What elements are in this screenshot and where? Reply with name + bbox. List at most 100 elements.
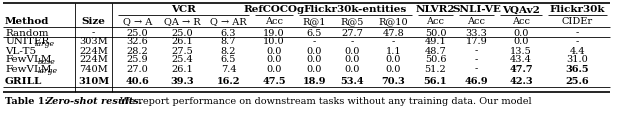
Text: 0.0: 0.0 — [513, 29, 529, 38]
Text: 26.1: 26.1 — [172, 38, 193, 46]
Text: 50.6: 50.6 — [425, 55, 446, 64]
Text: 27.7: 27.7 — [342, 29, 364, 38]
Text: 28.2: 28.2 — [127, 46, 148, 55]
Text: 740M: 740M — [79, 64, 108, 74]
Text: large: large — [35, 40, 55, 48]
Text: 224M: 224M — [79, 55, 108, 64]
Text: VQAv2: VQAv2 — [502, 5, 540, 14]
Text: 43.4: 43.4 — [510, 55, 532, 64]
Text: 47.5: 47.5 — [262, 77, 286, 85]
Text: large: large — [38, 67, 58, 75]
Text: Q → AR: Q → AR — [210, 18, 247, 27]
Text: Acc: Acc — [467, 18, 486, 27]
Text: Acc: Acc — [426, 18, 445, 27]
Text: VCR: VCR — [171, 5, 196, 14]
Text: 49.1: 49.1 — [424, 38, 446, 46]
Text: 27.0: 27.0 — [127, 64, 148, 74]
Text: 6.5: 6.5 — [221, 55, 236, 64]
Text: R@5: R@5 — [341, 18, 364, 27]
Text: -: - — [475, 55, 478, 64]
Text: 31.0: 31.0 — [566, 55, 588, 64]
Text: -: - — [351, 38, 354, 46]
Text: -: - — [92, 29, 95, 38]
Text: 10.0: 10.0 — [263, 38, 285, 46]
Text: 0.0: 0.0 — [345, 55, 360, 64]
Text: We report performance on downstream tasks without any training data. Our model: We report performance on downstream task… — [120, 96, 532, 105]
Text: 51.2: 51.2 — [424, 64, 446, 74]
Text: 70.3: 70.3 — [381, 77, 405, 85]
Text: 53.4: 53.4 — [340, 77, 364, 85]
Text: 36.5: 36.5 — [566, 64, 589, 74]
Text: 8.2: 8.2 — [221, 46, 236, 55]
Text: 19.0: 19.0 — [263, 29, 285, 38]
Text: 27.5: 27.5 — [172, 46, 193, 55]
Text: 47.8: 47.8 — [383, 29, 404, 38]
Text: 26.1: 26.1 — [172, 64, 193, 74]
Text: Acc: Acc — [512, 18, 530, 27]
Text: 1.1: 1.1 — [386, 46, 401, 55]
Text: R@10: R@10 — [379, 18, 408, 27]
Text: 0.0: 0.0 — [513, 38, 529, 46]
Text: SNLI-VE: SNLI-VE — [452, 5, 501, 14]
Text: Zero-shot results.: Zero-shot results. — [45, 96, 142, 105]
Text: 25.4: 25.4 — [172, 55, 193, 64]
Text: 32.6: 32.6 — [127, 38, 148, 46]
Text: Acc: Acc — [265, 18, 283, 27]
Text: 18.9: 18.9 — [303, 77, 326, 85]
Text: 47.7: 47.7 — [509, 64, 533, 74]
Text: 50.0: 50.0 — [425, 29, 446, 38]
Text: 310M: 310M — [78, 77, 109, 85]
Text: 42.3: 42.3 — [509, 77, 533, 85]
Text: 16.2: 16.2 — [217, 77, 240, 85]
Text: -: - — [576, 29, 579, 38]
Text: 0.0: 0.0 — [386, 55, 401, 64]
Text: 6.3: 6.3 — [221, 29, 236, 38]
Text: VL-T5: VL-T5 — [5, 46, 36, 55]
Text: 0.0: 0.0 — [266, 64, 282, 74]
Text: 6.5: 6.5 — [307, 29, 322, 38]
Text: Flickr30k: Flickr30k — [550, 5, 605, 14]
Text: 56.1: 56.1 — [424, 77, 447, 85]
Text: 0.0: 0.0 — [307, 55, 322, 64]
Text: QA → R: QA → R — [164, 18, 201, 27]
Text: Random: Random — [5, 29, 49, 38]
Text: UNITER: UNITER — [5, 38, 49, 46]
Text: FewVLM: FewVLM — [5, 64, 51, 74]
Text: 0.0: 0.0 — [345, 64, 360, 74]
Text: 25.9: 25.9 — [127, 55, 148, 64]
Text: 48.7: 48.7 — [424, 46, 446, 55]
Text: 0.0: 0.0 — [266, 55, 282, 64]
Text: 25.0: 25.0 — [127, 29, 148, 38]
Text: 25.0: 25.0 — [172, 29, 193, 38]
Text: 17.9: 17.9 — [466, 38, 488, 46]
Text: 39.3: 39.3 — [171, 77, 195, 85]
Text: FewVLM: FewVLM — [5, 55, 51, 64]
Text: RefCOCOg: RefCOCOg — [243, 5, 305, 14]
Text: -: - — [475, 46, 478, 55]
Text: -: - — [313, 38, 316, 46]
Text: 25.6: 25.6 — [566, 77, 589, 85]
Text: Flickr30k-entities: Flickr30k-entities — [304, 5, 407, 14]
Text: Q → A: Q → A — [123, 18, 152, 27]
Text: Method: Method — [5, 18, 49, 27]
Text: 0.0: 0.0 — [266, 46, 282, 55]
Text: GRILL: GRILL — [5, 77, 42, 85]
Text: -: - — [392, 38, 395, 46]
Text: 46.9: 46.9 — [465, 77, 488, 85]
Text: NLVR2: NLVR2 — [416, 5, 455, 14]
Text: 0.0: 0.0 — [345, 46, 360, 55]
Text: 303M: 303M — [79, 38, 108, 46]
Text: -: - — [576, 38, 579, 46]
Text: 33.3: 33.3 — [465, 29, 488, 38]
Text: CIDEr: CIDEr — [562, 18, 593, 27]
Text: 7.4: 7.4 — [221, 64, 236, 74]
Text: 0.0: 0.0 — [307, 64, 322, 74]
Text: 40.6: 40.6 — [125, 77, 149, 85]
Text: 0.0: 0.0 — [307, 46, 322, 55]
Text: R@1: R@1 — [303, 18, 326, 27]
Text: Table 1:: Table 1: — [5, 96, 48, 105]
Text: -: - — [475, 64, 478, 74]
Text: 13.5: 13.5 — [510, 46, 532, 55]
Text: 0.0: 0.0 — [386, 64, 401, 74]
Text: Size: Size — [81, 18, 106, 27]
